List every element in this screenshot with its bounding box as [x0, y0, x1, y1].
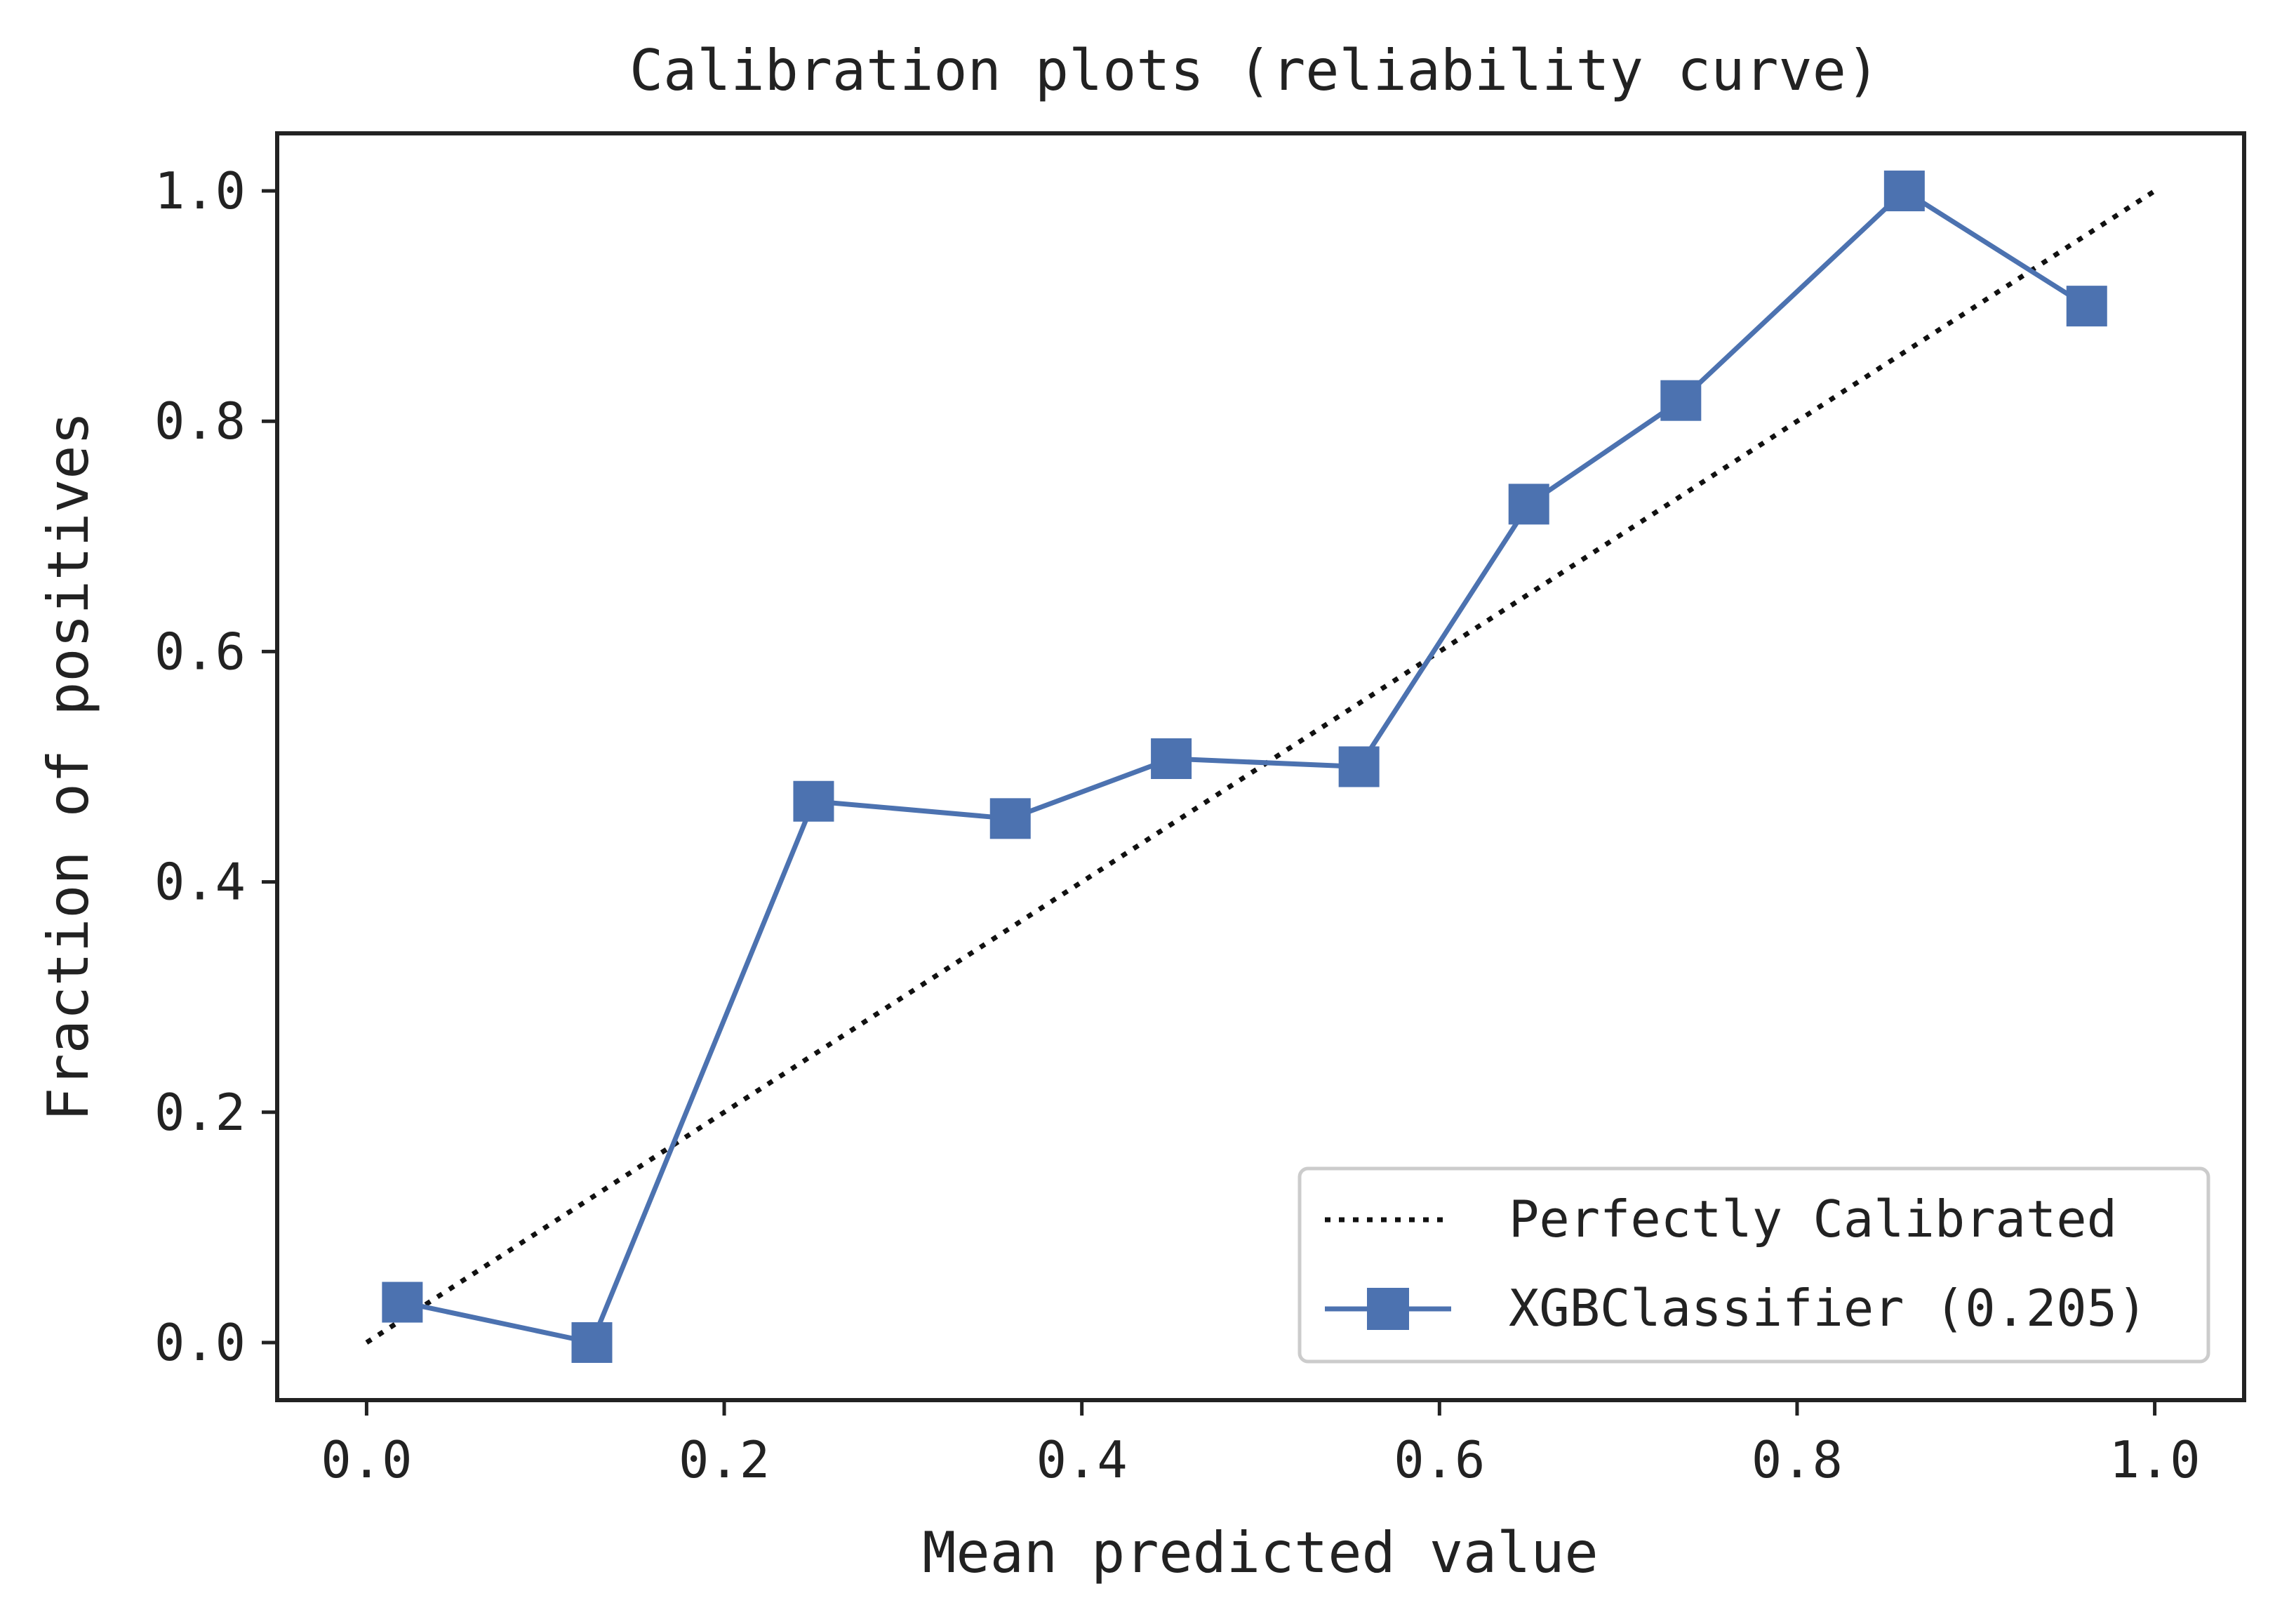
series-line-perfectly-calibrated — [365, 189, 2156, 1345]
y-axis-ticks: 0.0 0.2 0.4 0.6 0.8 1.0 — [154, 161, 277, 1372]
x-axis-label: Mean predicted value — [922, 1520, 1598, 1585]
legend-marker-xgbclassifier — [1367, 1288, 1409, 1330]
data-point-xgbclassifier-0-205 — [989, 798, 1031, 839]
data-point-xgbclassifier-0-205 — [793, 780, 834, 822]
y-tick-label: 0.4 — [154, 853, 246, 912]
y-tick-label: 0.8 — [154, 392, 246, 451]
x-tick-label: 0.0 — [321, 1430, 412, 1489]
legend: Perfectly Calibrated XGBClassifier (0.20… — [1297, 1166, 2210, 1364]
x-tick-label: 0.4 — [1036, 1430, 1128, 1489]
data-point-xgbclassifier-0-205 — [571, 1322, 613, 1363]
y-tick-label: 0.2 — [154, 1083, 246, 1142]
x-axis-ticks: 0.0 0.2 0.4 0.6 0.8 1.0 — [321, 1400, 2201, 1489]
y-tick-label: 0.0 — [154, 1313, 246, 1372]
series-layer — [365, 171, 2156, 1363]
data-point-xgbclassifier-0-205 — [382, 1282, 423, 1323]
y-tick-label: 1.0 — [154, 161, 246, 220]
x-tick-label: 1.0 — [2109, 1430, 2201, 1489]
data-point-xgbclassifier-0-205 — [1508, 484, 1549, 525]
y-tick-label: 0.6 — [154, 622, 246, 681]
legend-box — [1297, 1166, 2210, 1364]
y-axis-label: Fraction of positives — [36, 411, 101, 1121]
legend-label-perfectly-calibrated: Perfectly Calibrated — [1509, 1190, 2117, 1249]
x-tick-label: 0.2 — [679, 1430, 770, 1489]
legend-label-xgbclassifier: XGBClassifier (0.205) — [1509, 1279, 2147, 1338]
data-point-xgbclassifier-0-205 — [1883, 171, 1925, 212]
series-line-xgbclassifier-0-205 — [401, 187, 2088, 1345]
data-point-xgbclassifier-0-205 — [1660, 380, 1702, 421]
chart-title: Calibration plots (reliability curve) — [629, 38, 1880, 103]
data-point-xgbclassifier-0-205 — [1151, 738, 1192, 780]
x-tick-label: 0.6 — [1394, 1430, 1485, 1489]
x-tick-label: 0.8 — [1752, 1430, 1843, 1489]
data-point-xgbclassifier-0-205 — [2066, 286, 2107, 327]
data-point-xgbclassifier-0-205 — [1338, 746, 1380, 787]
